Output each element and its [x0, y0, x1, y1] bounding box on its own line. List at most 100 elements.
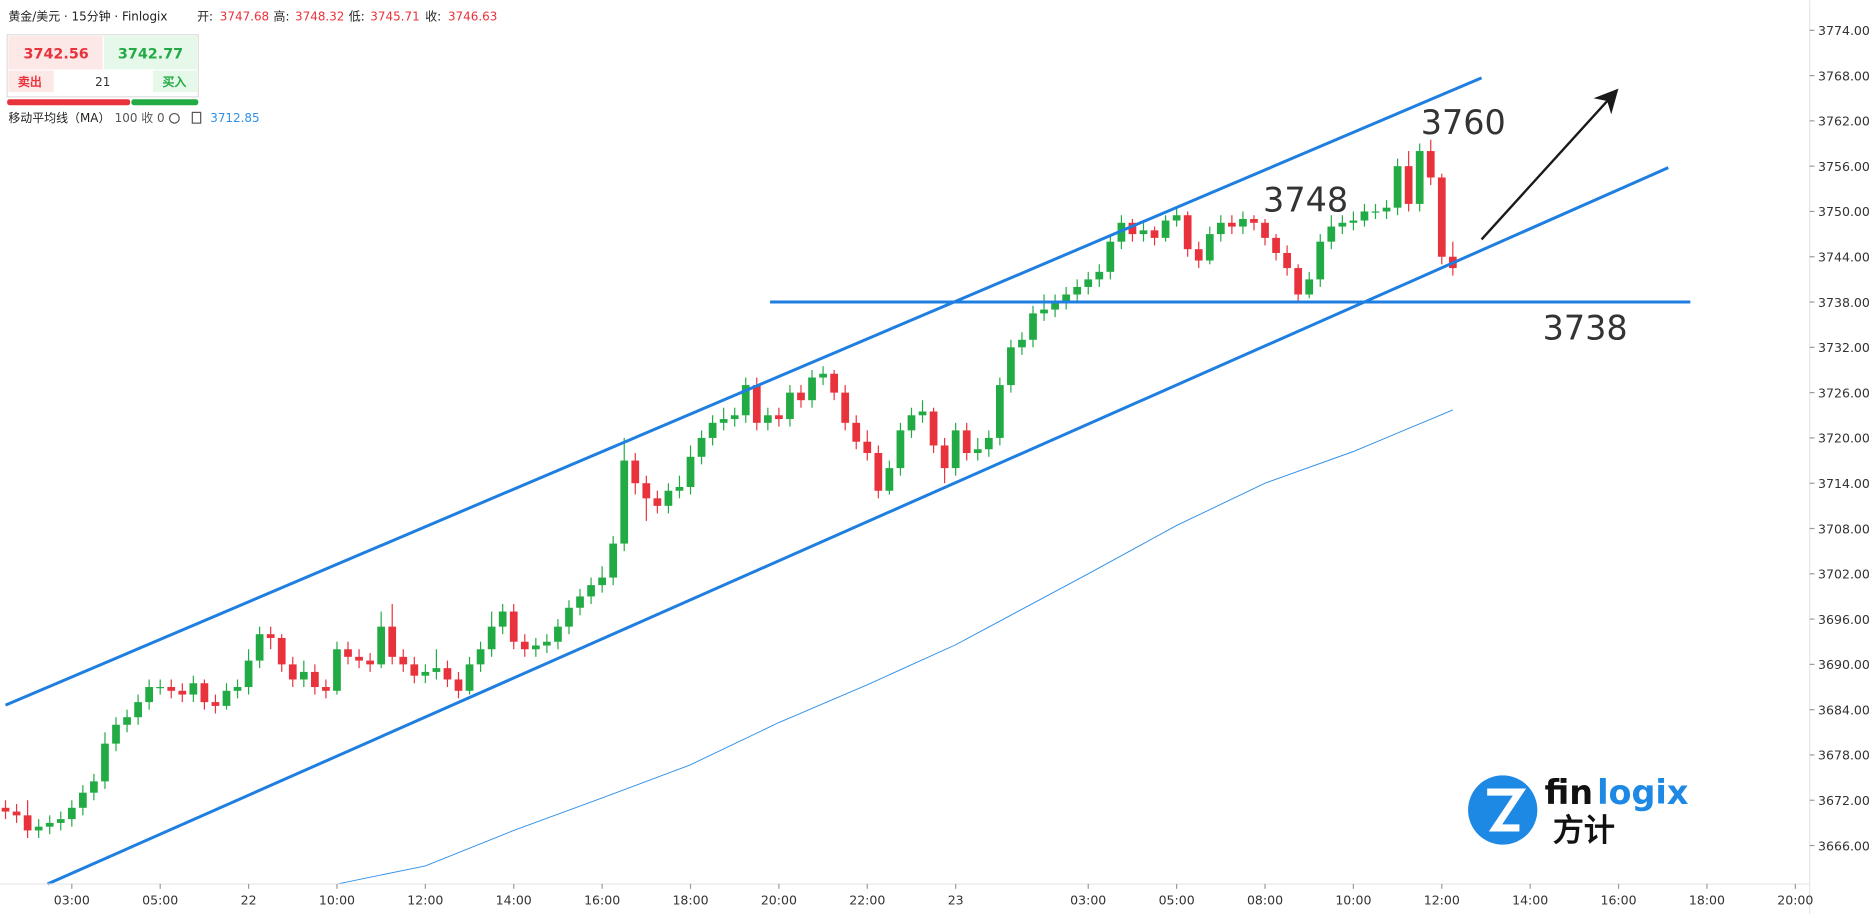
candle-body — [1382, 207, 1391, 212]
ma-line — [336, 409, 1454, 885]
sell-label: 卖出 — [18, 74, 42, 89]
candle-body — [929, 411, 938, 446]
candle-body — [1029, 313, 1037, 340]
candle-body — [1239, 219, 1247, 227]
y-tick-label: 3762.00 — [1818, 114, 1870, 129]
candle-body — [233, 687, 242, 691]
logo-cn: 方计 — [1553, 813, 1615, 849]
candle-body — [134, 702, 142, 718]
candle-body — [1194, 249, 1203, 261]
candle-body — [896, 430, 905, 469]
buy-bar — [131, 99, 199, 106]
candle-body — [531, 645, 540, 650]
candle-body — [763, 415, 772, 423]
candle-body — [1018, 339, 1026, 348]
candle-body — [1327, 226, 1336, 242]
candle-body — [112, 724, 120, 744]
candle-body — [244, 660, 253, 688]
candle-body — [808, 377, 816, 401]
candle-body — [885, 468, 894, 491]
candle-body — [311, 671, 319, 688]
candle-body — [598, 577, 606, 586]
candle-body — [45, 822, 54, 827]
y-tick-label: 3732.00 — [1818, 340, 1870, 355]
candle-body — [907, 415, 916, 431]
indicator-value: 3712.85 — [210, 111, 259, 125]
candle-body — [1040, 309, 1048, 314]
candle-body — [609, 543, 618, 578]
candle-body — [34, 826, 43, 831]
candle-body — [1272, 237, 1280, 253]
candle-body — [1261, 222, 1269, 238]
candle-body — [487, 626, 496, 650]
logo-z — [1487, 788, 1527, 832]
x-tick-label: 16:00 — [584, 892, 620, 907]
candle-body — [1084, 279, 1093, 287]
candle-body — [145, 687, 154, 703]
candle-body — [1316, 241, 1325, 280]
candle-body — [67, 807, 76, 820]
sell-bar — [7, 99, 131, 106]
y-tick-label: 3774.00 — [1818, 23, 1870, 38]
candle-body — [277, 637, 286, 665]
candle-body — [322, 687, 330, 691]
candle-body — [973, 449, 982, 454]
candle-body — [156, 687, 165, 689]
candle-body — [355, 656, 363, 661]
arrow — [1480, 88, 1619, 241]
candle-body — [775, 415, 783, 420]
candle-body — [333, 649, 341, 691]
logo-circle — [1468, 775, 1538, 845]
candle-body — [1172, 215, 1181, 221]
candle-body — [576, 596, 584, 608]
delete-icon[interactable] — [191, 111, 202, 124]
sell-btn[interactable] — [8, 70, 54, 93]
candle-body — [299, 671, 308, 680]
candle-body — [1360, 211, 1369, 221]
candle-body — [1, 807, 10, 812]
candle-body — [686, 456, 695, 487]
buy-btn[interactable] — [152, 70, 198, 93]
candle-body — [1305, 279, 1314, 295]
y-tick-label: 3684.00 — [1818, 702, 1870, 717]
y-tick-label: 3720.00 — [1818, 431, 1870, 446]
annotation: 3760 — [1421, 103, 1506, 142]
x-tick-label: 03:00 — [1070, 892, 1106, 907]
candle-body — [454, 679, 463, 691]
candle-body — [752, 385, 761, 423]
candle-body — [1007, 347, 1015, 386]
candle-body — [940, 445, 949, 469]
buy-box[interactable] — [103, 35, 198, 70]
candle-body — [12, 811, 21, 816]
candle-body — [852, 422, 861, 442]
candle-body — [222, 690, 231, 706]
ohlc-value: 3747.68 — [220, 9, 269, 23]
candle-body — [730, 415, 739, 420]
candle-body — [1051, 302, 1059, 310]
x-tick-label: 18:00 — [1689, 892, 1725, 907]
candle-body — [255, 634, 264, 661]
candle-body — [951, 430, 960, 469]
candle-body — [653, 498, 662, 506]
candle-body — [863, 441, 872, 454]
candle-body — [631, 460, 640, 484]
candle-body — [101, 743, 109, 782]
candle-body — [697, 437, 706, 457]
y-tick-label: 3738.00 — [1818, 295, 1870, 310]
candle-body — [465, 664, 474, 691]
candle-body — [123, 717, 131, 725]
candle-body — [56, 819, 65, 823]
sell-box[interactable] — [8, 35, 103, 70]
logo-text: logix — [1597, 773, 1689, 812]
x-tick-label: 20:00 — [1777, 892, 1813, 907]
candle-body — [498, 611, 507, 627]
candle-body — [995, 385, 1004, 438]
candle-body — [366, 660, 374, 665]
candle-body — [443, 668, 452, 680]
candle-body — [23, 815, 32, 831]
candle-body — [708, 422, 717, 438]
settings-icon[interactable] — [169, 112, 180, 124]
trade-widget[interactable]: 3742.56 3742.77 卖出 21 买入 — [6, 34, 199, 106]
